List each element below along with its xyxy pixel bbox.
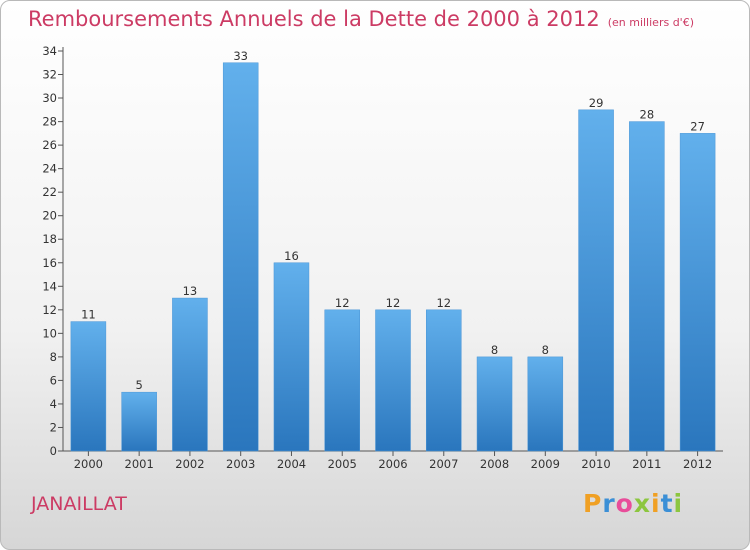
y-tick-label: 26 (42, 138, 57, 152)
bar (426, 309, 462, 452)
bar (476, 356, 513, 452)
bar (121, 391, 157, 452)
x-tick-label: 2010 (581, 457, 610, 471)
bar (324, 309, 360, 452)
bars (70, 62, 716, 452)
y-tick-label: 6 (50, 373, 57, 387)
x-tick-label: 2006 (378, 457, 407, 471)
data-label: 12 (436, 296, 451, 310)
y-tick-label: 22 (42, 185, 57, 199)
x-tick-label: 2002 (175, 457, 204, 471)
y-tick-label: 2 (50, 420, 57, 434)
y-tick-label: 28 (42, 115, 57, 129)
bar (222, 62, 259, 452)
y-tick-label: 4 (50, 397, 57, 411)
y-tick-label: 18 (42, 232, 57, 246)
proxiti-letter: x (633, 489, 651, 518)
data-label: 12 (386, 296, 401, 310)
bar (527, 356, 564, 452)
proxiti-logo[interactable]: Proxiti (583, 489, 683, 518)
bar (70, 321, 107, 452)
data-labels: 11 5 13 33 16 12 12 12 8 8 29 28 27 (81, 49, 705, 392)
proxiti-letter: r (602, 489, 616, 518)
bar (679, 133, 716, 452)
data-label: 8 (491, 343, 498, 357)
data-label: 12 (335, 296, 350, 310)
chart-title: Remboursements Annuels de la Dette de 20… (28, 7, 694, 31)
x-tick-label: 2012 (683, 457, 712, 471)
data-label: 13 (183, 284, 198, 298)
y-tick-label: 30 (42, 91, 57, 105)
y-tick-label: 0 (50, 444, 57, 458)
bar (172, 297, 208, 452)
x-tick-label: 2008 (480, 457, 509, 471)
y-tick-label: 20 (42, 209, 57, 223)
bar (273, 262, 310, 452)
data-label: 28 (640, 108, 655, 122)
bar (629, 121, 665, 452)
y-tick-label: 24 (42, 162, 57, 176)
data-label: 29 (589, 96, 604, 110)
data-label: 33 (233, 49, 248, 63)
data-label: 5 (135, 378, 142, 392)
y-tick-label: 34 (42, 44, 57, 58)
y-tick-label: 12 (42, 303, 57, 317)
y-tick-label: 8 (50, 350, 57, 364)
y-tick-label: 16 (42, 256, 57, 270)
proxiti-letter: i (673, 489, 684, 518)
x-tick-label: 2001 (125, 457, 154, 471)
proxiti-letter: o (615, 489, 634, 518)
proxiti-letter: i (651, 489, 661, 518)
bar (375, 309, 411, 452)
data-label: 27 (690, 119, 705, 133)
data-label: 8 (542, 343, 549, 357)
x-tick-label: 2007 (429, 457, 458, 471)
chart-subtitle: (en milliers d'€) (607, 16, 694, 29)
commune-name: JANAILLAT (31, 493, 127, 515)
bar (578, 109, 614, 452)
x-tick-label: 2003 (226, 457, 255, 471)
x-tick-label: 2000 (74, 457, 103, 471)
x-tick-label: 2005 (328, 457, 357, 471)
chart-title-text: Remboursements Annuels de la Dette de 20… (28, 7, 600, 31)
proxiti-letter: t (660, 489, 674, 518)
y-tick-label: 14 (42, 279, 57, 293)
proxiti-letter: P (583, 489, 603, 518)
x-axis: 2000 2001 2002 2003 2004 2005 2006 2007 2008 2009… (63, 450, 723, 471)
data-label: 11 (81, 308, 96, 322)
x-tick-label: 2011 (632, 457, 661, 471)
x-tick-label: 2004 (277, 457, 306, 471)
y-tick-label: 10 (42, 326, 57, 340)
y-tick-label: 32 (42, 68, 57, 82)
data-label: 16 (284, 249, 299, 263)
x-tick-label: 2009 (531, 457, 560, 471)
